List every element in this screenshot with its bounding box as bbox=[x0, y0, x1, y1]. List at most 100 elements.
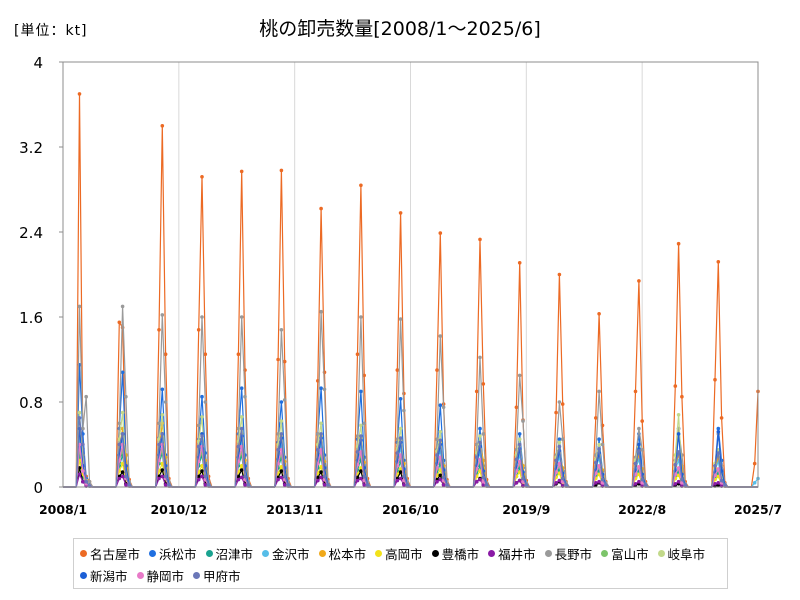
y-tick-label: 4 bbox=[33, 54, 43, 72]
data-point bbox=[713, 377, 717, 382]
data-point bbox=[637, 279, 641, 283]
data-point bbox=[557, 440, 562, 445]
data-point bbox=[84, 479, 88, 484]
data-point bbox=[117, 320, 122, 325]
data-point bbox=[319, 206, 323, 211]
data-point bbox=[203, 474, 208, 479]
data-point bbox=[398, 211, 403, 215]
data-point bbox=[517, 261, 522, 265]
legend-label: 岐阜市 bbox=[667, 546, 706, 562]
data-point bbox=[716, 451, 721, 455]
data-point bbox=[438, 403, 443, 408]
data-point bbox=[435, 437, 439, 442]
data-point bbox=[160, 468, 165, 472]
legend-marker bbox=[601, 549, 609, 557]
data-point bbox=[676, 450, 681, 454]
legend-item: 岐阜市 bbox=[657, 542, 706, 564]
data-point bbox=[77, 416, 82, 420]
data-point bbox=[279, 432, 284, 436]
data-point bbox=[316, 448, 320, 452]
data-point bbox=[395, 478, 400, 483]
data-point bbox=[196, 328, 201, 332]
data-point bbox=[633, 482, 638, 486]
x-tick-label: 2016/10 bbox=[382, 502, 439, 517]
legend-item: 名古屋市 bbox=[80, 542, 140, 564]
y-tick-label: 0.8 bbox=[19, 394, 43, 412]
data-point bbox=[316, 432, 320, 436]
legend-label: 名古屋市 bbox=[90, 546, 141, 562]
data-point bbox=[676, 479, 681, 484]
data-point bbox=[560, 402, 565, 406]
data-point bbox=[716, 430, 721, 434]
data-point bbox=[239, 468, 244, 472]
data-point bbox=[474, 479, 479, 484]
data-point bbox=[441, 405, 446, 410]
legend-item: 沼津市 bbox=[205, 542, 254, 564]
data-point bbox=[127, 483, 131, 487]
data-point bbox=[117, 421, 122, 426]
data-point bbox=[319, 465, 323, 469]
legend-marker bbox=[80, 549, 87, 557]
data-point bbox=[438, 334, 443, 338]
legend-item: 長野市 bbox=[544, 542, 592, 564]
data-point bbox=[435, 479, 439, 484]
legend-label: 沼津市 bbox=[215, 546, 254, 562]
data-point bbox=[279, 475, 284, 480]
data-point bbox=[87, 479, 92, 484]
data-point bbox=[359, 423, 363, 428]
data-point bbox=[716, 426, 721, 431]
data-point bbox=[597, 464, 601, 468]
data-point bbox=[445, 483, 449, 487]
data-point bbox=[359, 476, 363, 481]
data-point bbox=[478, 434, 482, 438]
data-point bbox=[633, 389, 638, 394]
data-point bbox=[597, 442, 601, 447]
x-tick-label: 2022/8 bbox=[618, 502, 666, 517]
data-point bbox=[600, 477, 605, 482]
data-point bbox=[557, 461, 562, 466]
legend-marker bbox=[318, 549, 326, 557]
data-point bbox=[398, 317, 403, 321]
data-point bbox=[276, 477, 280, 482]
data-point bbox=[200, 175, 204, 179]
data-point bbox=[478, 440, 482, 445]
data-point bbox=[365, 483, 370, 487]
data-point bbox=[279, 419, 284, 423]
data-point bbox=[673, 462, 678, 467]
legend-item: 高岡市 bbox=[375, 542, 423, 564]
data-point bbox=[359, 389, 363, 394]
data-point bbox=[236, 352, 241, 357]
data-point bbox=[160, 432, 165, 436]
legend-marker bbox=[544, 549, 552, 557]
data-point bbox=[405, 483, 410, 487]
data-point bbox=[243, 483, 247, 487]
data-point bbox=[640, 477, 644, 482]
data-point bbox=[163, 352, 168, 357]
data-point bbox=[643, 483, 648, 487]
data-point bbox=[117, 442, 122, 447]
data-point bbox=[319, 475, 323, 480]
data-point bbox=[676, 466, 681, 470]
data-point bbox=[355, 434, 360, 438]
legend-marker bbox=[375, 549, 383, 557]
data-point bbox=[362, 474, 367, 479]
data-point bbox=[282, 359, 287, 364]
legend-label: 富山市 bbox=[611, 546, 649, 562]
data-point bbox=[120, 432, 125, 436]
data-point bbox=[77, 472, 82, 477]
data-point bbox=[286, 483, 290, 487]
data-point bbox=[81, 426, 85, 431]
data-point bbox=[676, 432, 681, 436]
data-point bbox=[517, 478, 522, 483]
legend-item: 富山市 bbox=[601, 542, 649, 564]
data-point bbox=[402, 483, 406, 487]
data-point bbox=[478, 237, 482, 242]
data-point bbox=[167, 483, 171, 487]
chart-title: 桃の卸売数量[2008/1～2025/6] bbox=[259, 18, 541, 40]
data-point bbox=[319, 421, 323, 426]
data-point bbox=[557, 444, 562, 449]
data-point bbox=[322, 483, 327, 487]
data-point bbox=[478, 457, 482, 462]
legend: 名古屋市 浜松市 沼津市 金沢市 松本市 高岡市 豊橋市 福井市 長野市 富山市 岐阜市 新潟市 静岡市… bbox=[73, 538, 728, 589]
data-point bbox=[355, 352, 360, 357]
